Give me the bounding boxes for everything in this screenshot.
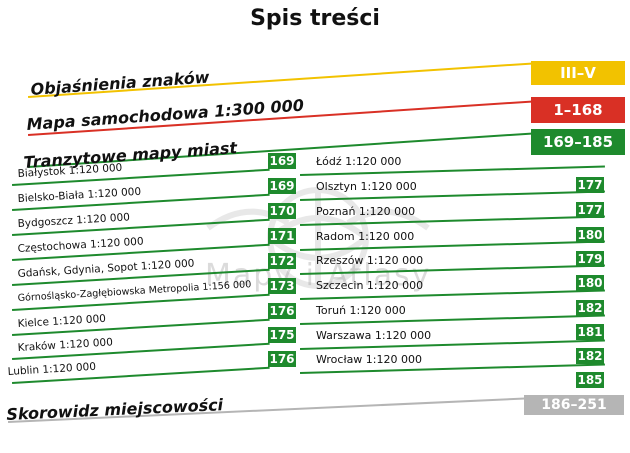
watermark-text: Mapy i Atlasy <box>205 258 432 293</box>
page-number-badge[interactable]: 180 <box>576 227 604 243</box>
page-number-badge[interactable]: 176 <box>268 351 296 367</box>
city-map-item[interactable]: Kielce 1:120 000 <box>17 312 107 330</box>
city-map-item[interactable]: Rzeszów 1:120 000 <box>316 254 424 267</box>
section-legend-label[interactable]: Objaśnienia znaków <box>30 67 211 99</box>
city-map-item[interactable]: Radom 1:120 000 <box>316 230 415 243</box>
city-map-item[interactable]: Lublin 1:120 000 <box>7 360 97 378</box>
city-map-item[interactable]: Poznań 1:120 000 <box>316 205 416 218</box>
page-number-badge[interactable]: 177 <box>576 177 604 193</box>
page-number-badge[interactable]: 179 <box>576 251 604 267</box>
page-number-badge[interactable]: 175 <box>268 327 296 343</box>
page-number-badge[interactable]: 172 <box>268 253 296 269</box>
page-number-badge[interactable]: 170 <box>268 203 296 219</box>
city-map-item[interactable]: Gdańsk, Gdynia, Sopot 1:120 000 <box>17 257 195 280</box>
city-map-item[interactable]: Olsztyn 1:120 000 <box>316 180 417 193</box>
city-map-item[interactable]: Wrocław 1:120 000 <box>316 353 422 366</box>
page-number-badge[interactable]: 182 <box>576 300 604 316</box>
page-title: Spis treści <box>250 6 380 31</box>
page-number-badge[interactable]: 171 <box>268 228 296 244</box>
page-number-badge[interactable]: 181 <box>576 324 604 340</box>
page-number-badge[interactable]: 169 <box>268 178 296 194</box>
page-number-badge[interactable]: 182 <box>576 348 604 364</box>
city-map-item[interactable]: Kraków 1:120 000 <box>17 336 114 354</box>
section-index-pages[interactable]: 186–251 <box>524 395 624 415</box>
section-road-map-pages[interactable]: 1–168 <box>531 97 625 123</box>
section-index-label[interactable]: Skorowidz miejscowości <box>6 395 224 424</box>
city-map-item[interactable]: Toruń 1:120 000 <box>316 304 406 317</box>
page-number-badge[interactable]: 173 <box>268 278 296 294</box>
city-map-item[interactable]: Łódź 1:120 000 <box>316 155 402 168</box>
page-number-badge[interactable]: 176 <box>268 303 296 319</box>
page-number-badge[interactable]: 180 <box>576 275 604 291</box>
page-number-badge[interactable]: 177 <box>576 202 604 218</box>
section-legend-pages[interactable]: III–V <box>531 61 625 85</box>
city-map-item[interactable]: Szczecin 1:120 000 <box>316 279 424 292</box>
page-number-badge[interactable]: 185 <box>576 372 604 388</box>
section-city-maps-pages[interactable]: 169–185 <box>531 129 625 155</box>
city-map-item[interactable]: Warszawa 1:120 000 <box>316 329 432 342</box>
page-number-badge[interactable]: 169 <box>268 153 296 169</box>
section-road-map-label[interactable]: Mapa samochodowa 1:300 000 <box>26 95 305 134</box>
